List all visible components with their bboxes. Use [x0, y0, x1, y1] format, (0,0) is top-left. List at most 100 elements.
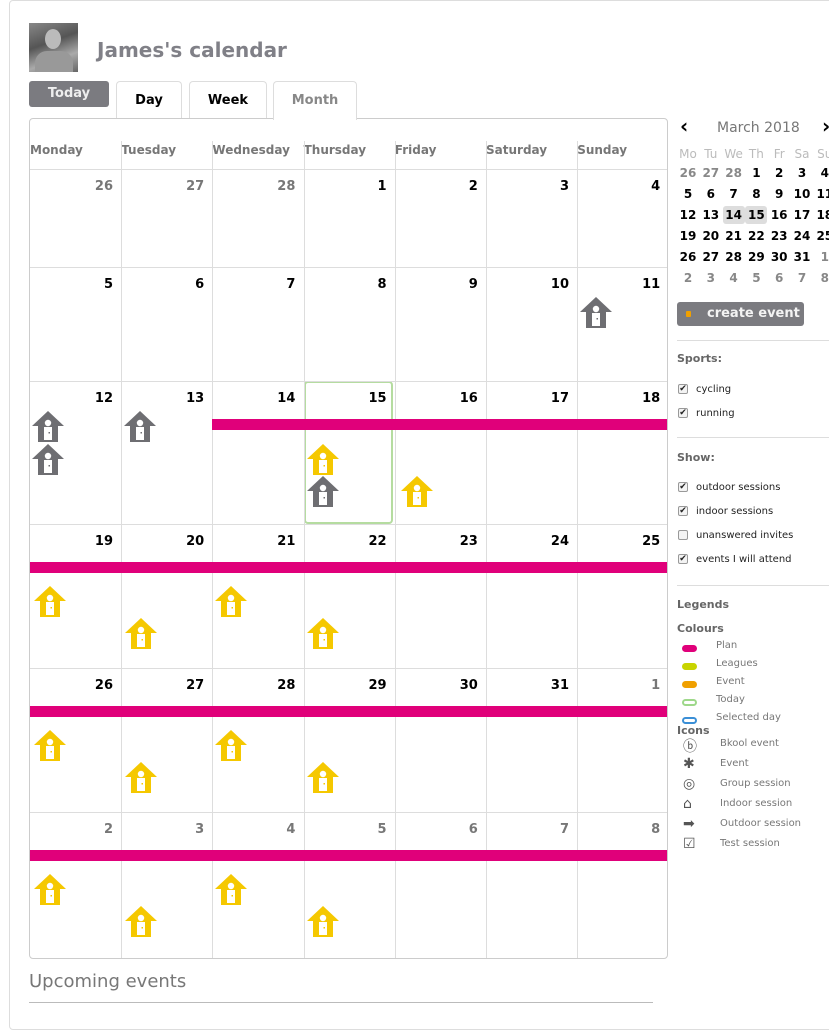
mini-day-10[interactable]: 10 — [793, 187, 811, 201]
indoor-session-icon[interactable] — [306, 760, 340, 794]
mini-day-3[interactable]: 3 — [706, 271, 715, 285]
indoor-session-icon[interactable] — [306, 442, 340, 476]
indoor-session-icon[interactable] — [214, 584, 248, 618]
mini-day-1[interactable]: 1 — [752, 166, 761, 180]
show-checkbox-outdoor-sessions[interactable]: ✔ outdoor sessions — [678, 482, 780, 493]
day-cell-18[interactable]: 18 — [642, 391, 661, 406]
create-event-button[interactable]: create event — [677, 302, 804, 326]
day-cell-14[interactable]: 14 — [277, 391, 296, 406]
indoor-session-icon[interactable] — [124, 904, 158, 938]
day-cell-5[interactable]: 5 — [377, 822, 387, 837]
tab-week[interactable]: Week — [189, 81, 267, 119]
mini-day-11[interactable]: 11 — [816, 187, 829, 201]
mini-day-15[interactable]: 15 — [745, 206, 768, 224]
day-cell-25[interactable]: 25 — [642, 534, 661, 549]
indoor-session-icon[interactable] — [124, 760, 158, 794]
day-cell-27[interactable]: 27 — [186, 678, 205, 693]
checkbox[interactable] — [678, 530, 688, 540]
indoor-session-icon[interactable] — [306, 474, 340, 508]
show-checkbox-indoor-sessions[interactable]: ✔ indoor sessions — [678, 506, 773, 517]
day-cell-26[interactable]: 26 — [94, 179, 113, 194]
mini-day-20[interactable]: 20 — [702, 229, 720, 243]
indoor-session-icon[interactable] — [33, 872, 67, 906]
mini-day-5[interactable]: 5 — [752, 271, 761, 285]
checkbox[interactable]: ✔ — [678, 384, 688, 394]
indoor-session-icon[interactable] — [31, 409, 65, 443]
next-month-button[interactable]: › — [822, 114, 829, 138]
mini-day-2[interactable]: 2 — [683, 271, 693, 285]
mini-day-17[interactable]: 17 — [793, 208, 811, 222]
tab-month[interactable]: Month — [273, 81, 357, 120]
day-cell-1[interactable]: 1 — [651, 678, 661, 693]
mini-day-27[interactable]: 27 — [702, 250, 720, 264]
mini-day-25[interactable]: 25 — [816, 229, 829, 243]
plan-bar[interactable] — [30, 562, 667, 573]
indoor-session-icon[interactable] — [214, 728, 248, 762]
mini-day-22[interactable]: 22 — [748, 229, 765, 243]
sports-checkbox-cycling[interactable]: ✔ cycling — [678, 384, 731, 395]
mini-day-6[interactable]: 6 — [775, 271, 784, 285]
mini-day-16[interactable]: 16 — [770, 208, 788, 222]
plan-bar[interactable] — [30, 706, 667, 717]
tab-day[interactable]: Day — [116, 81, 182, 119]
sports-checkbox-running[interactable]: ✔ running — [678, 408, 735, 419]
plan-bar[interactable] — [30, 850, 667, 861]
indoor-session-icon[interactable] — [306, 616, 340, 650]
plan-bar[interactable] — [212, 419, 667, 430]
day-cell-21[interactable]: 21 — [277, 534, 296, 549]
today-button[interactable]: Today — [29, 81, 109, 107]
mini-day-27[interactable]: 27 — [702, 166, 720, 180]
day-cell-31[interactable]: 31 — [550, 678, 569, 693]
day-cell-30[interactable]: 30 — [459, 678, 478, 693]
day-cell-7[interactable]: 7 — [559, 822, 569, 837]
day-cell-28[interactable]: 28 — [277, 678, 296, 693]
mini-day-12[interactable]: 12 — [679, 208, 697, 222]
indoor-session-icon[interactable] — [123, 409, 157, 443]
day-cell-7[interactable]: 7 — [286, 277, 296, 292]
day-cell-26[interactable]: 26 — [94, 678, 113, 693]
checkbox[interactable]: ✔ — [678, 506, 688, 516]
day-cell-28[interactable]: 28 — [277, 179, 296, 194]
indoor-session-icon[interactable] — [306, 904, 340, 938]
day-cell-20[interactable]: 20 — [186, 534, 205, 549]
mini-day-4[interactable]: 4 — [729, 271, 738, 285]
day-cell-4[interactable]: 4 — [286, 822, 296, 837]
day-cell-5[interactable]: 5 — [103, 277, 113, 292]
mini-day-29[interactable]: 29 — [748, 250, 765, 264]
indoor-session-icon[interactable] — [400, 474, 434, 508]
checkbox[interactable]: ✔ — [678, 408, 688, 418]
checkbox[interactable]: ✔ — [678, 482, 688, 492]
mini-day-18[interactable]: 18 — [816, 208, 829, 222]
mini-day-7[interactable]: 7 — [729, 187, 738, 201]
prev-month-button[interactable]: ‹ — [680, 114, 689, 138]
day-cell-29[interactable]: 29 — [368, 678, 387, 693]
day-cell-13[interactable]: 13 — [186, 391, 205, 406]
day-cell-22[interactable]: 22 — [368, 534, 387, 549]
day-cell-3[interactable]: 3 — [195, 822, 205, 837]
mini-day-21[interactable]: 21 — [725, 229, 742, 243]
day-cell-16[interactable]: 16 — [459, 391, 478, 406]
mini-day-8[interactable]: 8 — [752, 187, 761, 201]
day-cell-12[interactable]: 12 — [94, 391, 113, 406]
mini-day-4[interactable]: 4 — [820, 166, 829, 180]
indoor-session-icon[interactable] — [33, 728, 67, 762]
day-cell-2[interactable]: 2 — [468, 179, 478, 194]
day-cell-6[interactable]: 6 — [468, 822, 478, 837]
day-cell-17[interactable]: 17 — [550, 391, 569, 406]
mini-day-8[interactable]: 8 — [820, 271, 829, 285]
day-cell-2[interactable]: 2 — [103, 822, 113, 837]
day-cell-9[interactable]: 9 — [468, 277, 478, 292]
day-cell-8[interactable]: 8 — [651, 822, 661, 837]
day-cell-24[interactable]: 24 — [550, 534, 569, 549]
day-cell-15[interactable]: 15 — [368, 391, 387, 406]
mini-day-7[interactable]: 7 — [797, 271, 807, 285]
indoor-session-icon[interactable] — [124, 616, 158, 650]
mini-day-6[interactable]: 6 — [706, 187, 715, 201]
indoor-session-icon[interactable] — [579, 295, 613, 329]
day-cell-1[interactable]: 1 — [377, 179, 387, 194]
day-cell-27[interactable]: 27 — [186, 179, 205, 194]
checkbox[interactable]: ✔ — [678, 554, 688, 564]
day-cell-10[interactable]: 10 — [550, 277, 569, 292]
show-checkbox-unanswered-invites[interactable]: unanswered invites — [678, 530, 793, 541]
mini-day-5[interactable]: 5 — [683, 187, 693, 201]
